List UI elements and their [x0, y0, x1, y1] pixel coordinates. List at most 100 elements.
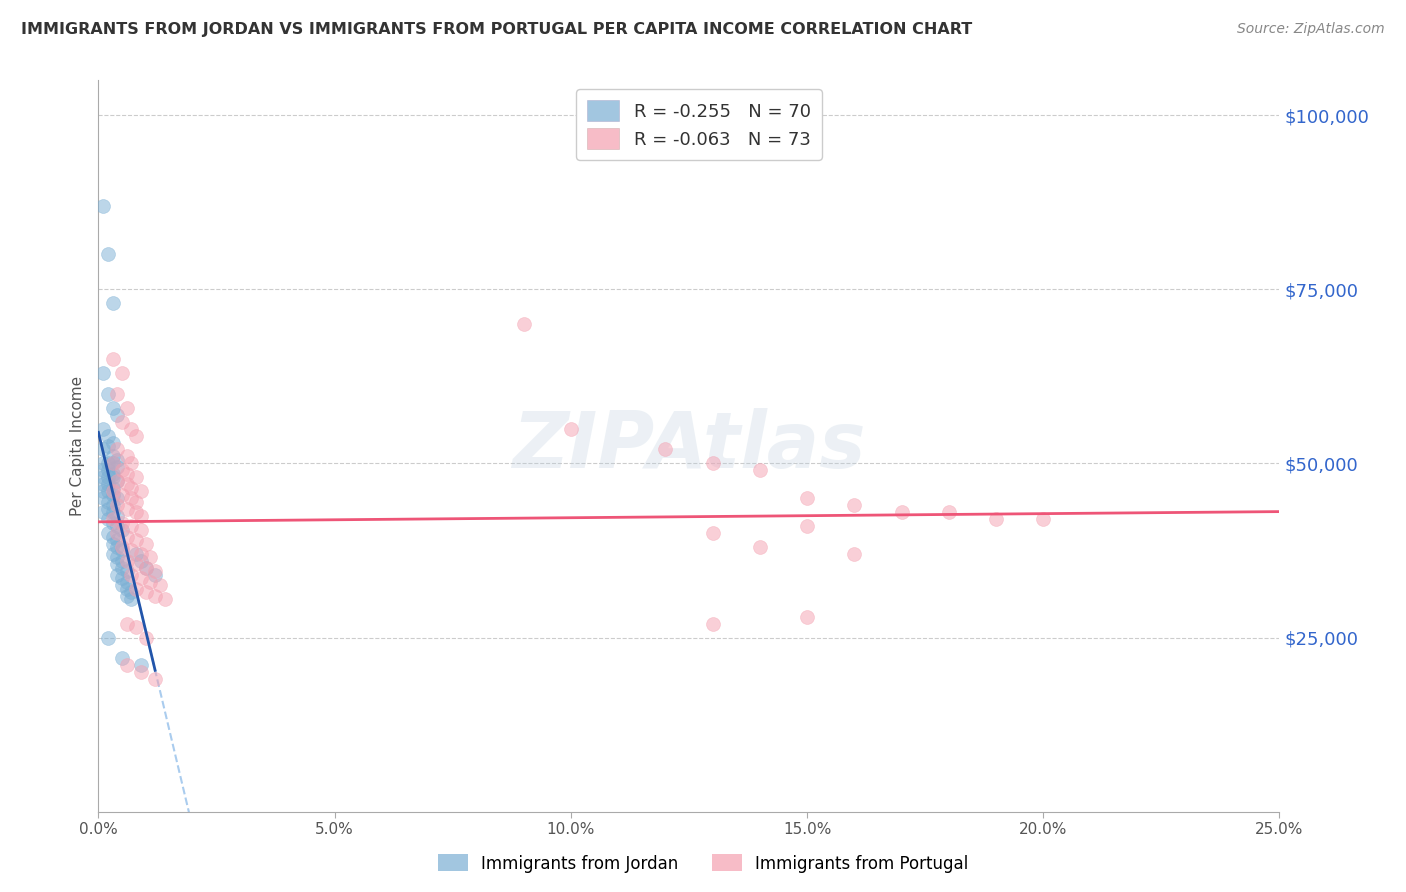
Legend: Immigrants from Jordan, Immigrants from Portugal: Immigrants from Jordan, Immigrants from … — [432, 847, 974, 880]
Point — [125, 505, 148, 519]
Point — [135, 561, 157, 575]
Point — [101, 401, 124, 415]
Point — [91, 484, 114, 499]
Point — [91, 199, 114, 213]
Point — [105, 533, 128, 547]
Point — [702, 526, 724, 541]
Point — [111, 578, 134, 592]
Point — [748, 540, 770, 554]
Point — [125, 620, 148, 634]
Point — [91, 463, 114, 477]
Point — [91, 366, 114, 380]
Point — [101, 536, 124, 550]
Point — [111, 488, 134, 502]
Point — [560, 421, 582, 435]
Point — [702, 616, 724, 631]
Point — [115, 554, 138, 568]
Point — [702, 457, 724, 471]
Point — [125, 582, 148, 596]
Point — [143, 589, 166, 603]
Point — [121, 519, 143, 533]
Point — [125, 428, 148, 442]
Point — [91, 442, 114, 457]
Point — [135, 585, 157, 599]
Point — [111, 540, 134, 554]
Point — [101, 530, 124, 544]
Point — [101, 498, 124, 512]
Point — [101, 505, 124, 519]
Point — [890, 505, 912, 519]
Legend: R = -0.255   N = 70, R = -0.063   N = 73: R = -0.255 N = 70, R = -0.063 N = 73 — [576, 89, 821, 160]
Text: ZIPAtlas: ZIPAtlas — [512, 408, 866, 484]
Point — [101, 296, 124, 310]
Point — [91, 421, 114, 435]
Point — [121, 491, 143, 506]
Point — [121, 457, 143, 471]
Point — [101, 516, 124, 530]
Point — [105, 442, 128, 457]
Point — [91, 470, 114, 484]
Point — [115, 574, 138, 589]
Point — [125, 558, 148, 572]
Point — [129, 547, 152, 561]
Point — [938, 505, 960, 519]
Point — [105, 474, 128, 488]
Point — [796, 491, 818, 506]
Point — [101, 467, 124, 481]
Point — [105, 558, 128, 572]
Point — [844, 547, 866, 561]
Point — [101, 470, 124, 484]
Point — [111, 543, 134, 558]
Point — [97, 386, 120, 401]
Point — [111, 554, 134, 568]
Point — [115, 582, 138, 596]
Point — [796, 519, 818, 533]
Point — [125, 547, 148, 561]
Point — [105, 550, 128, 565]
Point — [105, 386, 128, 401]
Point — [101, 488, 124, 502]
Point — [97, 494, 120, 508]
Point — [143, 567, 166, 582]
Point — [129, 665, 152, 680]
Text: Source: ZipAtlas.com: Source: ZipAtlas.com — [1237, 22, 1385, 37]
Point — [139, 574, 162, 589]
Point — [91, 477, 114, 491]
Point — [121, 481, 143, 495]
Point — [111, 463, 134, 477]
Point — [105, 459, 128, 474]
Point — [105, 519, 128, 533]
Point — [111, 571, 134, 585]
Point — [105, 508, 128, 523]
Point — [101, 457, 124, 471]
Point — [101, 484, 124, 499]
Point — [97, 439, 120, 453]
Point — [512, 317, 534, 331]
Point — [129, 508, 152, 523]
Point — [101, 450, 124, 464]
Point — [105, 540, 128, 554]
Point — [111, 523, 134, 537]
Point — [105, 491, 128, 506]
Point — [129, 554, 152, 568]
Point — [115, 530, 138, 544]
Point — [135, 536, 157, 550]
Point — [115, 565, 138, 579]
Point — [844, 498, 866, 512]
Point — [135, 631, 157, 645]
Point — [135, 561, 157, 575]
Point — [105, 498, 128, 512]
Point — [125, 470, 148, 484]
Point — [111, 366, 134, 380]
Point — [115, 616, 138, 631]
Point — [115, 589, 138, 603]
Point — [101, 512, 124, 526]
Text: IMMIGRANTS FROM JORDAN VS IMMIGRANTS FROM PORTUGAL PER CAPITA INCOME CORRELATION: IMMIGRANTS FROM JORDAN VS IMMIGRANTS FRO… — [21, 22, 973, 37]
Point — [143, 673, 166, 687]
Point — [91, 505, 114, 519]
Point — [105, 526, 128, 541]
Point — [121, 543, 143, 558]
Point — [143, 565, 166, 579]
Point — [115, 477, 138, 491]
Point — [97, 501, 120, 516]
